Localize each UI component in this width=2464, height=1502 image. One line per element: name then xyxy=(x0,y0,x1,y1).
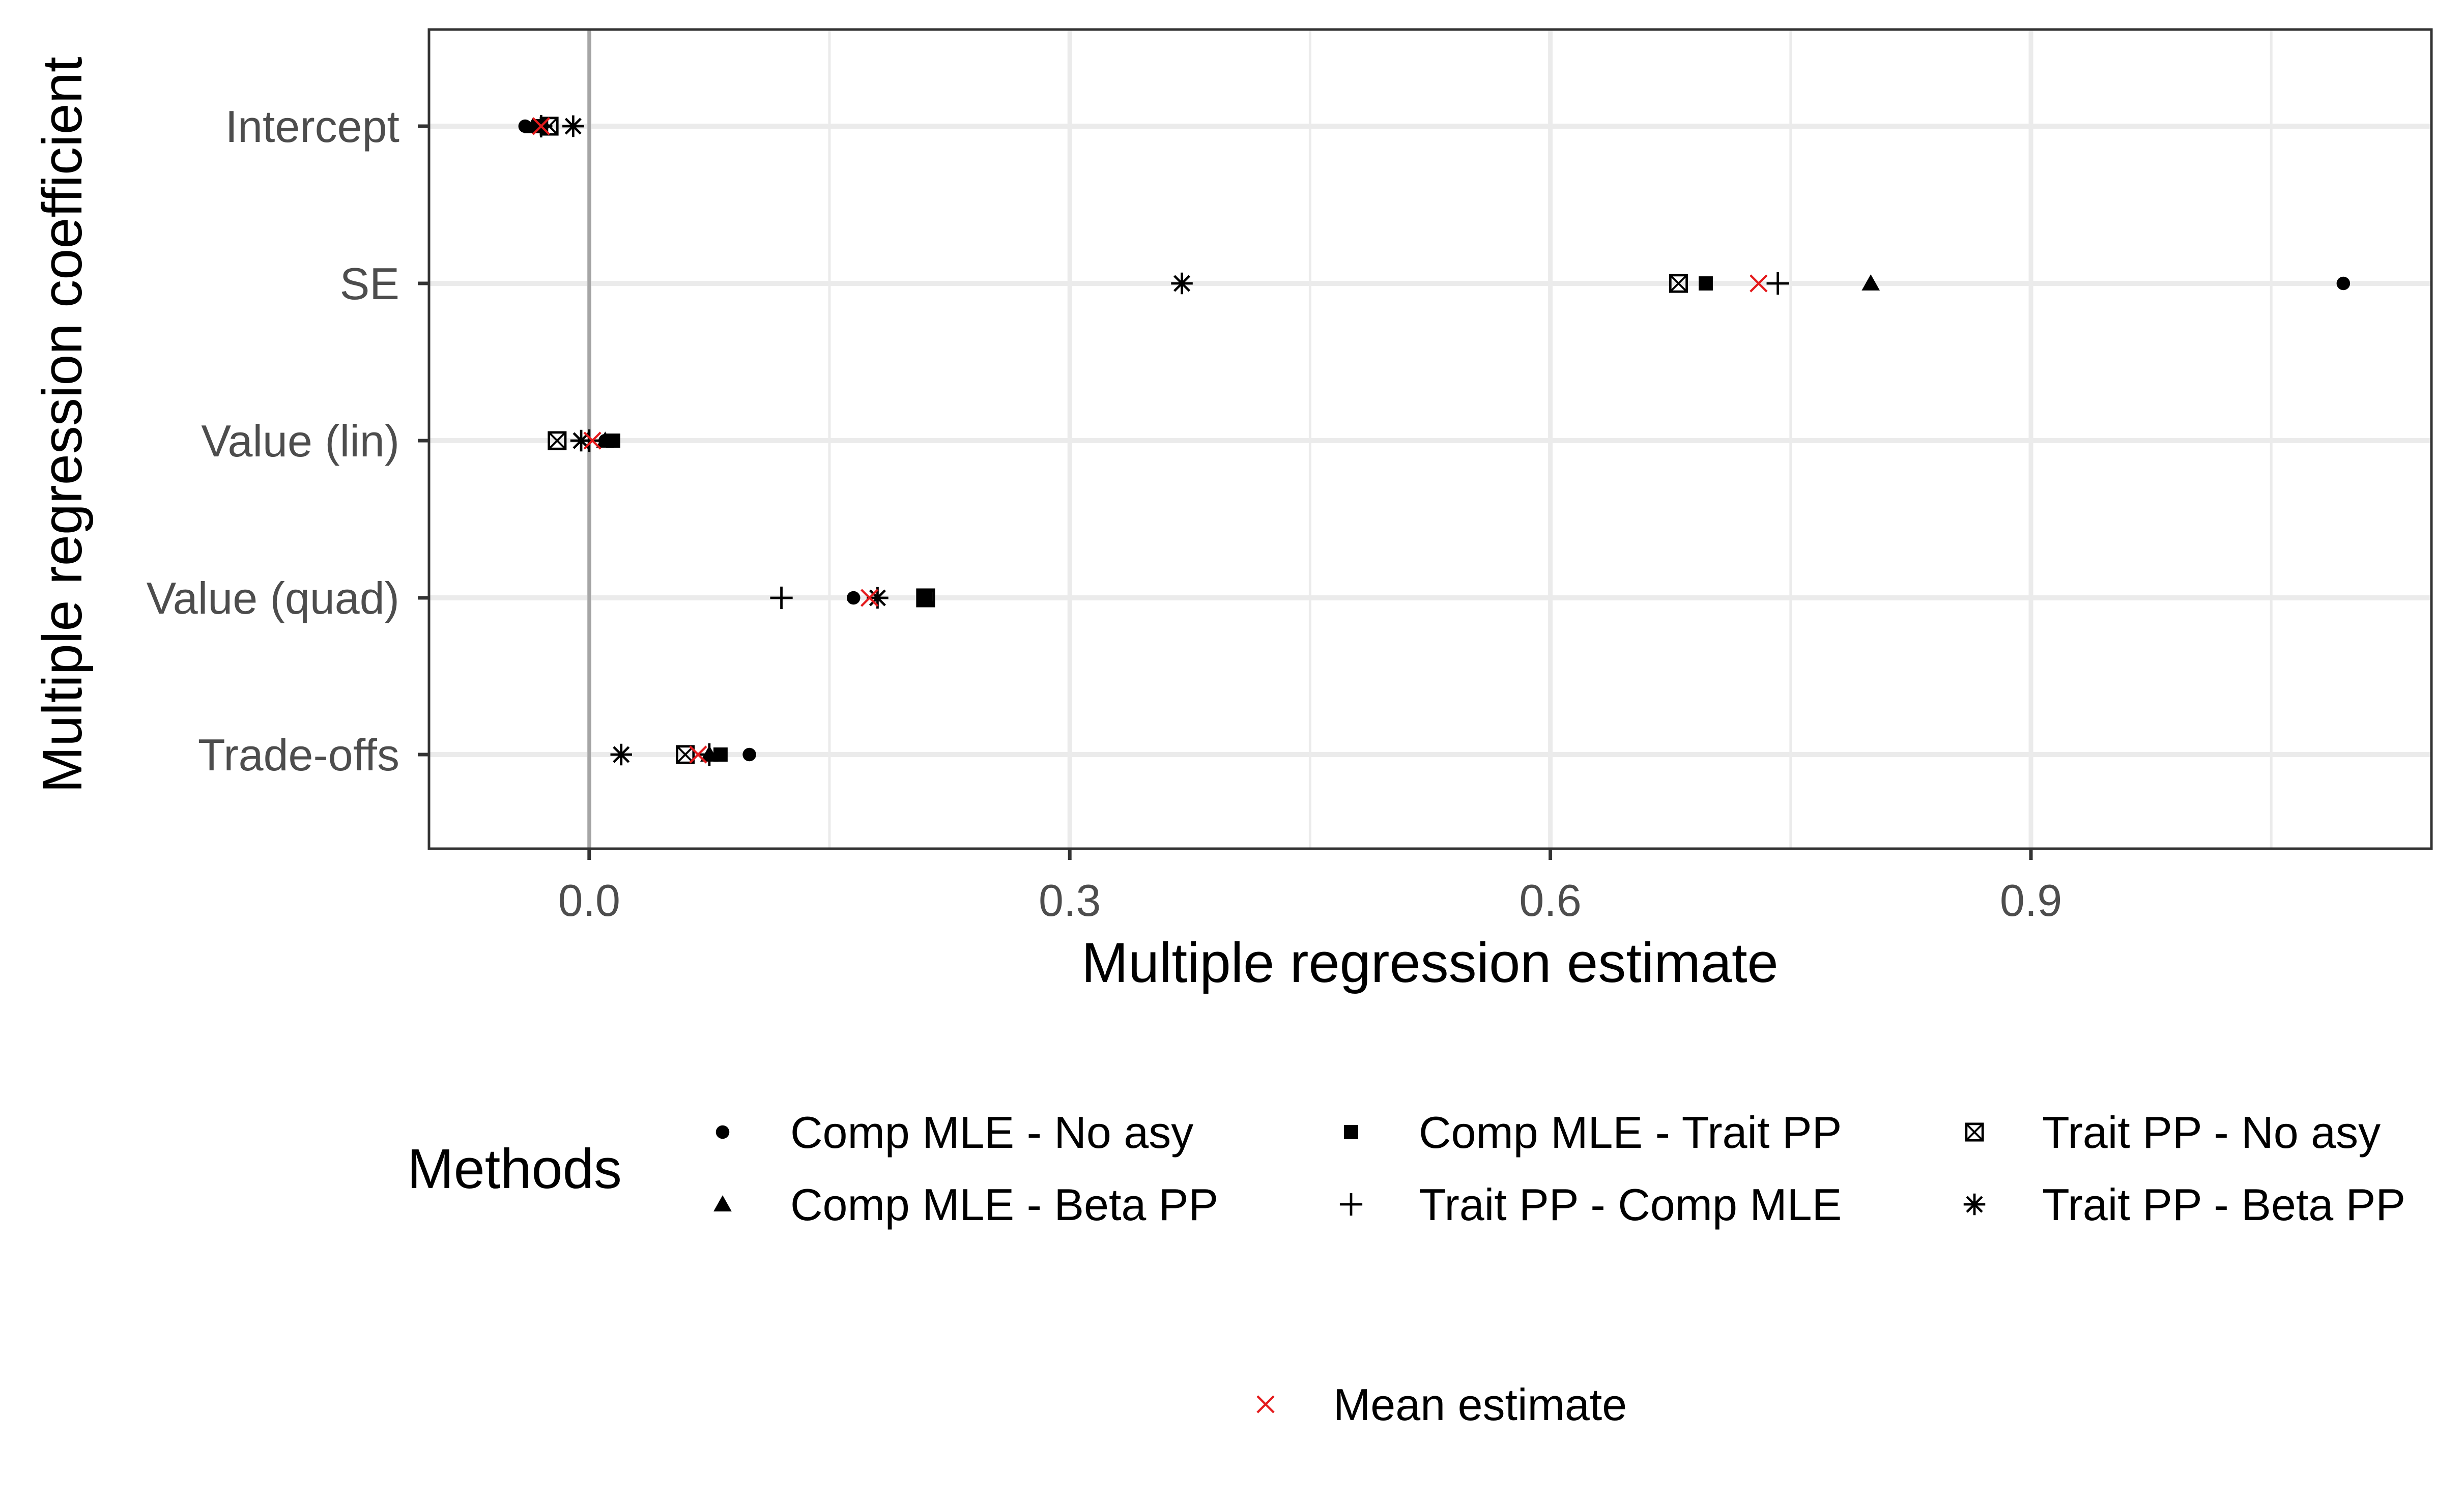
data-point xyxy=(770,586,793,610)
data-point xyxy=(916,588,935,608)
data-point xyxy=(1861,274,1880,291)
data-point xyxy=(676,745,695,764)
legend-item-mean: Mean estimate xyxy=(1256,1379,1627,1430)
legend-key xyxy=(713,1195,732,1211)
data-point xyxy=(606,434,620,448)
data-point xyxy=(1669,274,1688,293)
x-axis-title: Multiple regression estimate xyxy=(1081,932,1778,994)
data-point xyxy=(698,743,721,766)
data-point xyxy=(1766,272,1789,295)
legend-item: Comp MLE - Trait PP xyxy=(1344,1107,1842,1158)
x-tick-label: 0.6 xyxy=(1519,875,1581,926)
legend-label: Comp MLE - Beta PP xyxy=(790,1179,1218,1230)
legend-key-mean xyxy=(1256,1395,1275,1413)
data-point xyxy=(1171,272,1193,295)
data-point xyxy=(742,747,756,762)
legend-item: Trait PP - No asy xyxy=(1965,1107,2381,1158)
x-tick-label: 0.0 xyxy=(558,875,620,926)
data-point xyxy=(610,743,633,766)
legend-key xyxy=(1963,1193,1986,1216)
legend-title: Methods xyxy=(407,1138,622,1200)
legend-item: Trait PP - Beta PP xyxy=(1963,1179,2405,1230)
legend-label-mean: Mean estimate xyxy=(1333,1379,1627,1430)
data-point xyxy=(1699,276,1713,291)
x-axis: 0.0 0.3 0.6 0.9 xyxy=(558,849,2062,926)
mean-point xyxy=(689,745,707,764)
data-point xyxy=(570,429,592,452)
y-tick-label: Trade-offs xyxy=(198,730,399,780)
y-tick-label: SE xyxy=(340,258,399,309)
legend: Methods Comp MLE - No asy Comp MLE - Beta… xyxy=(407,1107,2405,1230)
legend-label: Trait PP - No asy xyxy=(2042,1107,2381,1158)
data-point xyxy=(846,591,861,605)
y-tick-label: Value (quad) xyxy=(147,573,399,623)
legend-mean: Mean estimate xyxy=(1256,1379,1627,1430)
legend-key xyxy=(1344,1125,1358,1139)
legend-key xyxy=(715,1125,730,1139)
y-axis-title: Multiple regression coefficient xyxy=(31,56,94,793)
legend-label: Trait PP - Comp MLE xyxy=(1419,1179,1842,1230)
legend-key xyxy=(1339,1193,1363,1216)
data-point xyxy=(2336,276,2351,291)
legend-item: Comp MLE - No asy xyxy=(715,1107,1193,1158)
y-tick-label: Intercept xyxy=(225,101,399,152)
data-point xyxy=(562,115,584,137)
plot-panel xyxy=(427,28,2433,850)
data-points xyxy=(518,114,2351,766)
mean-point xyxy=(532,117,551,135)
legend-item: Comp MLE - Beta PP xyxy=(713,1179,1218,1230)
mean-point xyxy=(1750,274,1768,293)
mean-point xyxy=(861,589,879,607)
mean-point xyxy=(583,431,601,450)
legend-key xyxy=(1965,1122,1984,1142)
data-point xyxy=(548,431,567,450)
legend-label: Comp MLE - No asy xyxy=(790,1107,1193,1158)
y-tick-label: Value (lin) xyxy=(201,416,399,466)
legend-item: Trait PP - Comp MLE xyxy=(1339,1179,1842,1230)
y-axis: Intercept SE Value (lin) Value (quad) Trade-… xyxy=(147,101,429,780)
legend-label: Trait PP - Beta PP xyxy=(2042,1179,2405,1230)
x-tick-label: 0.3 xyxy=(1039,875,1101,926)
x-tick-label: 0.9 xyxy=(2000,875,2062,926)
legend-label: Comp MLE - Trait PP xyxy=(1419,1107,1842,1158)
